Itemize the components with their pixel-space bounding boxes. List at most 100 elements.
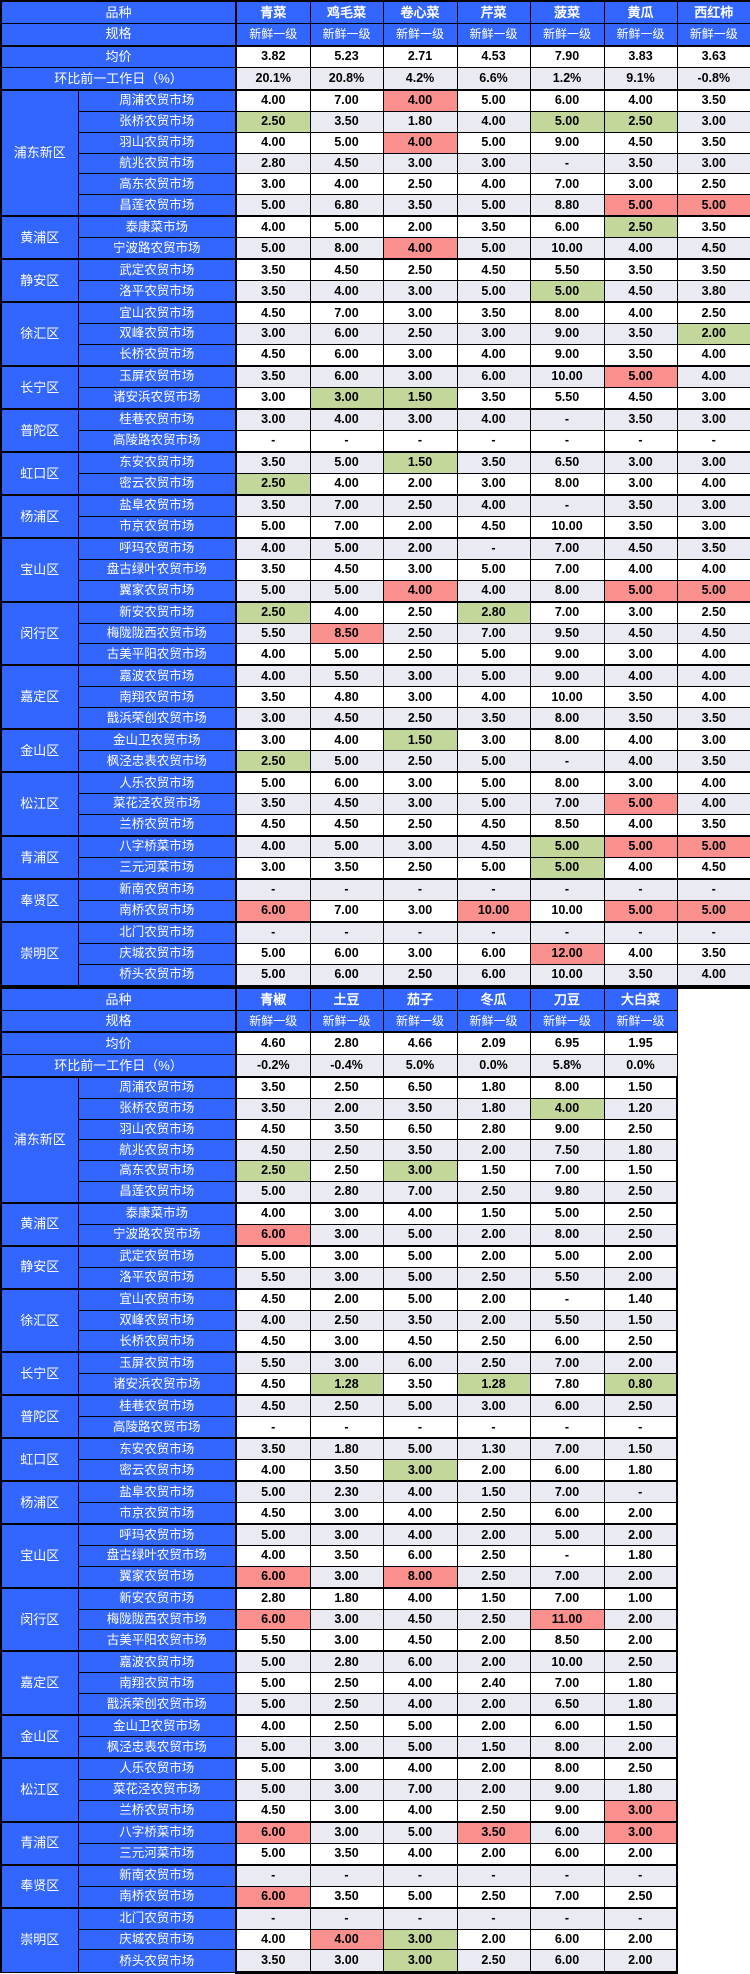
market-name-cell[interactable]: 古美平阳农贸市场 [77,643,237,666]
price-cell[interactable]: 3.00 [309,1244,384,1268]
market-name-cell[interactable]: 密云农贸市场 [77,1459,237,1482]
price-cell[interactable]: 5.00 [235,1180,311,1204]
price-cell[interactable]: 7.00 [309,493,384,517]
price-cell[interactable]: 2.50 [603,1885,679,1909]
price-cell[interactable]: 2.50 [309,1309,384,1332]
price-cell[interactable]: 3.00 [382,407,458,431]
price-cell[interactable]: 2.50 [382,258,458,282]
price-cell[interactable]: 3.50 [456,1820,531,1844]
price-cell[interactable]: - [456,1863,531,1887]
district-cell[interactable]: 浦东新区 [0,88,79,217]
price-cell[interactable]: 10.00 [529,515,605,539]
price-cell[interactable]: 6.50 [529,1693,605,1716]
price-cell[interactable]: 5.00 [456,194,531,217]
chg-percent-cell[interactable]: 1.2% [529,67,605,91]
district-cell[interactable]: 静安区 [0,258,79,303]
price-cell[interactable]: 4.50 [235,1118,311,1141]
price-cell[interactable]: 5.00 [235,771,311,795]
price-cell[interactable]: 4.00 [529,1097,605,1120]
price-cell[interactable]: - [235,429,311,453]
price-cell[interactable]: - [382,429,458,453]
district-cell[interactable]: 杨浦区 [0,493,79,539]
price-cell[interactable]: 2.50 [235,1160,311,1182]
price-cell[interactable]: 6.00 [456,364,531,388]
price-cell[interactable]: 3.50 [309,111,384,133]
price-cell[interactable]: 3.00 [382,834,458,858]
market-name-cell[interactable]: 梅陇陇西农贸市场 [77,622,237,645]
price-cell[interactable]: 4.50 [456,813,531,837]
avg-price-cell[interactable]: 4.53 [456,44,531,69]
market-name-cell[interactable]: 金山卫农贸市场 [77,728,237,752]
price-cell[interactable]: 1.50 [382,386,458,410]
chg-percent-label[interactable]: 环比前一工作日（%） [0,67,237,91]
price-cell[interactable]: 4.80 [309,686,384,709]
price-cell[interactable]: 5.00 [456,664,531,688]
price-cell[interactable]: - [456,1416,531,1439]
price-cell[interactable]: 4.00 [676,771,750,795]
price-cell[interactable]: 2.50 [382,750,458,773]
price-cell[interactable]: 5.00 [529,1244,605,1268]
price-cell[interactable]: 1.50 [603,1075,679,1099]
price-cell[interactable]: 6.50 [529,450,605,474]
price-cell[interactable]: 2.50 [309,1075,384,1099]
price-cell[interactable]: - [603,429,678,453]
chg-percent-cell[interactable]: 20.8% [309,67,384,91]
district-cell[interactable]: 嘉定区 [0,1650,79,1716]
price-cell[interactable]: 4.00 [603,237,678,260]
price-cell[interactable]: 9.00 [529,664,605,688]
price-cell[interactable]: - [309,877,384,901]
market-name-cell[interactable]: 诸安浜农贸市场 [77,1373,237,1396]
price-cell[interactable]: 4.00 [676,343,750,367]
market-name-cell[interactable]: 兰桥农贸市场 [77,1799,237,1823]
price-cell[interactable]: 2.00 [603,1928,679,1951]
market-name-cell[interactable]: 泰康菜市场 [77,1201,237,1225]
price-cell[interactable]: 5.00 [529,1523,605,1547]
market-name-cell[interactable]: 桂巷农贸市场 [77,1394,237,1418]
price-cell[interactable]: 6.00 [382,1650,458,1674]
price-cell[interactable]: 8.00 [529,1736,605,1759]
price-cell[interactable]: 4.00 [382,1523,458,1547]
market-name-cell[interactable]: 盐阜农贸市场 [77,1480,237,1504]
price-cell[interactable]: 3.00 [382,558,458,581]
price-cell[interactable]: 7.00 [529,536,605,560]
price-cell[interactable]: 4.00 [235,89,311,112]
chg-percent-cell[interactable]: -0.8% [676,67,750,91]
price-cell[interactable]: 3.00 [309,1949,384,1974]
price-cell[interactable]: 6.00 [529,1714,605,1738]
price-cell[interactable]: 7.00 [309,515,384,539]
price-cell[interactable]: 2.00 [603,1608,679,1631]
price-cell[interactable]: 3.00 [309,1736,384,1759]
price-cell[interactable]: 3.00 [309,1351,384,1375]
price-cell[interactable]: 2.00 [382,215,458,239]
district-cell[interactable]: 普陀区 [0,407,79,453]
price-cell[interactable]: 4.50 [309,558,384,581]
chg-percent-cell[interactable]: 9.1% [603,67,678,91]
price-cell[interactable]: 5.50 [529,1309,605,1332]
market-name-cell[interactable]: 昌莲农贸市场 [77,194,237,217]
price-cell[interactable]: 3.50 [456,215,531,239]
price-cell[interactable]: 3.00 [309,1820,384,1844]
price-cell[interactable]: 4.00 [603,728,678,752]
price-cell[interactable]: 2.50 [382,600,458,624]
price-cell[interactable]: 0.80 [603,1373,679,1396]
market-name-cell[interactable]: 高东农贸市场 [77,173,237,196]
price-cell[interactable]: 3.00 [382,899,458,923]
price-cell[interactable]: 3.50 [603,686,678,709]
market-name-cell[interactable]: 南桥农贸市场 [77,1885,237,1909]
price-cell[interactable]: - [382,920,458,944]
product-header[interactable]: 大白菜 [603,986,678,1011]
market-name-cell[interactable]: 高陵路农贸市场 [77,429,237,453]
price-cell[interactable]: 8.00 [529,707,605,730]
price-cell[interactable]: 3.50 [309,1842,384,1866]
price-cell[interactable]: - [456,877,531,901]
price-cell[interactable]: 3.50 [603,258,678,282]
price-cell[interactable]: 3.50 [676,89,750,112]
price-cell[interactable]: 2.50 [235,600,311,624]
price-cell[interactable]: 2.50 [382,323,458,345]
price-cell[interactable]: 3.00 [382,771,458,795]
avg-price-cell[interactable]: 3.83 [603,44,678,69]
price-cell[interactable]: 2.50 [309,1139,384,1162]
price-cell[interactable]: 4.50 [235,1799,311,1823]
price-cell[interactable]: 2.50 [235,111,311,133]
price-cell[interactable]: 4.00 [603,750,678,773]
